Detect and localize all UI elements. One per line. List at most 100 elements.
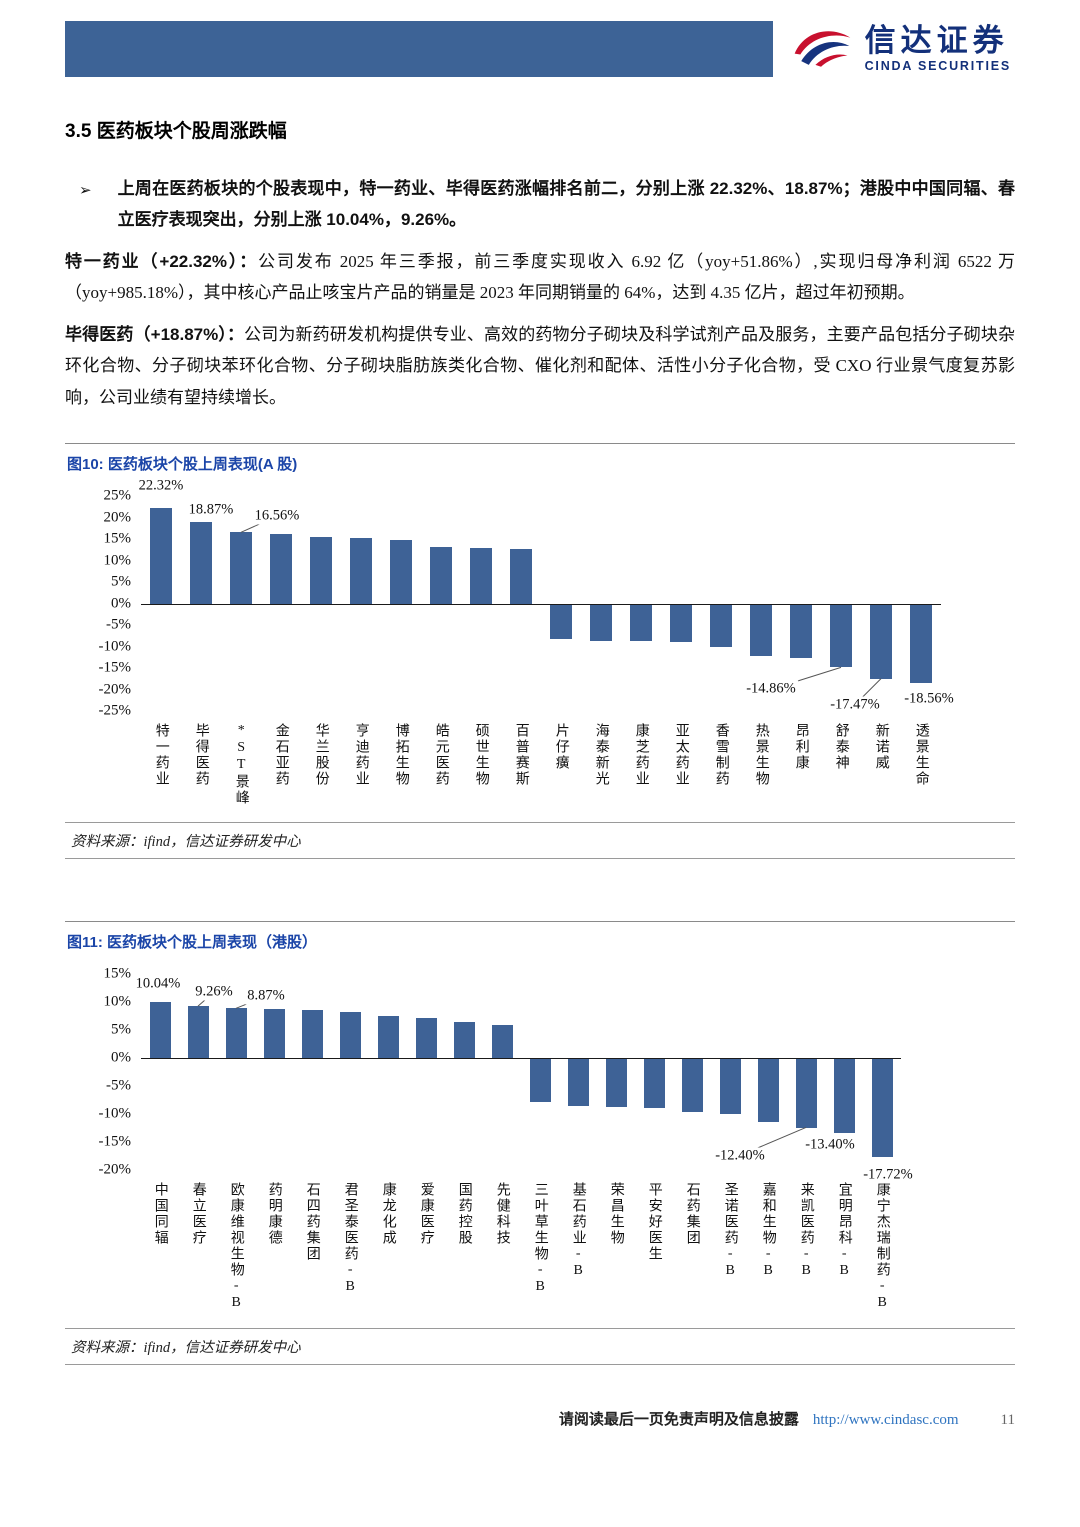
figure-10-title: 图10: 医药板块个股上周表现(A 股) [67, 456, 298, 474]
header-band [65, 21, 773, 77]
x-axis-labels: 特一药业 毕得医药 *ST景峰 金石亚药 华兰股份 亨迪药业 博拓生物 皓元医药 硕世生物 百普赛… [141, 723, 941, 806]
figure-11-source: 资料来源：ifind，信达证券研发中心 [65, 1328, 1015, 1366]
x-category-label: 君圣泰医药-B [342, 1182, 358, 1297]
bar [719, 1058, 741, 1114]
bar [390, 539, 412, 604]
paragraph-bide-label: 毕得医药（+18.87%）： [65, 324, 245, 344]
hk-share-weekly-bar-chart: 15% 10% 5% 0% -5% -10% -15% -20% 10.04% 9.26% 8.87… [65, 964, 1015, 1316]
bar-value-label: -18.56% [902, 690, 956, 708]
bar [670, 603, 692, 642]
bar-value-label: 8.87% [245, 987, 287, 1005]
x-category-label: 硕世生物 [473, 723, 489, 788]
figure-11: 图11: 医药板块个股上周表现（港股） 15% 10% 5% 0% -5% -10% -15… [65, 921, 1015, 1366]
cinda-swoosh-icon [789, 24, 855, 75]
x-category-label: 石药集团 [684, 1182, 700, 1247]
x-category-label: 香雪制药 [713, 723, 729, 788]
bar [795, 1058, 817, 1128]
bar [430, 546, 452, 604]
y-tick-label: 5% [111, 1021, 131, 1038]
y-tick-label: 5% [111, 573, 131, 590]
summary-bullet-text: 上周在医药板块的个股表现中，特一药业、毕得医药涨幅排名前二，分别上涨 22.32… [117, 179, 1015, 230]
x-category-label: 热景生物 [753, 723, 769, 788]
bar-value-label: 18.87% [186, 501, 236, 519]
bar [263, 1009, 285, 1059]
x-category-label: 国药控股 [456, 1182, 472, 1247]
bar [605, 1058, 627, 1108]
bar-value-label: -17.47% [828, 696, 882, 714]
x-category-label: 金石亚药 [273, 723, 289, 788]
bar [377, 1015, 399, 1059]
paragraph-bide: 毕得医药（+18.87%）：公司为新药研发机构提供专业、高效的药物分子砌块及科学… [65, 319, 1015, 413]
bar [350, 538, 372, 604]
bar [681, 1058, 703, 1112]
x-category-label: 华兰股份 [313, 723, 329, 788]
x-category-label: 康宁杰瑞制药-B [874, 1182, 890, 1313]
x-category-label: 先健科技 [494, 1182, 510, 1247]
y-tick-label: 10% [103, 993, 132, 1010]
y-tick-label: -15% [98, 659, 132, 676]
bar [270, 533, 292, 604]
bar [225, 1008, 247, 1059]
x-category-label: 来凯医药-B [798, 1182, 814, 1281]
x-category-label: 新诺威 [873, 723, 889, 772]
bar [830, 603, 852, 668]
x-category-label: 三叶草生物-B [532, 1182, 548, 1297]
y-tick-label: 0% [111, 595, 131, 612]
plot-area: 22.32% 18.87% 16.56% -14.86% -17.47% -18.56% [136, 477, 956, 714]
plot-area: 10.04% 9.26% 8.87% -12.40% -13.40% -17.72% [133, 974, 915, 1184]
x-category-label: *ST景峰 [233, 723, 249, 807]
paragraph-teyi-text: 公司发布 2025 年三季报，前三季度实现收入 6.92 亿（yoy+51.86… [65, 251, 1015, 303]
bar [301, 1010, 323, 1059]
bar-value-label: -17.72% [861, 1166, 915, 1184]
logo-en: CINDA SECURITIES [864, 59, 1011, 74]
x-category-label: 欧康维视生物-B [228, 1182, 244, 1313]
y-tick-label: 15% [103, 965, 132, 982]
bar [310, 536, 332, 604]
section-title: 3.5 医药板块个股周涨跌幅 [65, 121, 287, 142]
page-header: 信达证券 CINDA SECURITIES [65, 20, 1015, 78]
bar [453, 1022, 475, 1059]
bar [150, 507, 172, 604]
bar [190, 522, 212, 604]
bar-value-label: -12.40% [713, 1147, 767, 1164]
x-category-label: 康龙化成 [380, 1182, 396, 1247]
bar-value-label: 16.56% [252, 507, 302, 525]
figure-11-title: 图11: 医药板块个股上周表现（港股） [67, 934, 318, 952]
x-category-label: 亚太药业 [673, 723, 689, 788]
y-tick-label: -25% [98, 702, 132, 719]
x-category-label: 亨迪药业 [353, 723, 369, 788]
y-tick-label: 0% [111, 1049, 131, 1066]
bar [757, 1058, 779, 1122]
y-axis: 15% 10% 5% 0% -5% -10% -15% -20% [83, 966, 141, 1178]
bar-value-label: 22.32% [136, 477, 186, 495]
bar [643, 1058, 665, 1108]
logo-text: 信达证券 CINDA SECURITIES [864, 24, 1011, 74]
x-category-label: 毕得医药 [193, 723, 209, 788]
x-category-label: 平安好医生 [646, 1182, 662, 1263]
x-category-label: 皓元医药 [433, 723, 449, 788]
a-share-weekly-bar-chart: 25% 20% 15% 10% 5% 0% -5% -10% -15% -20% -25% 22.32… [65, 477, 1015, 810]
x-category-label: 博拓生物 [393, 723, 409, 788]
y-tick-label: 10% [103, 552, 132, 569]
x-category-label: 石四药集团 [304, 1182, 320, 1263]
y-tick-label: -10% [98, 1105, 132, 1122]
y-tick-label: -5% [106, 1077, 131, 1094]
bar [790, 603, 812, 658]
page-number: 11 [1000, 1412, 1015, 1428]
bar [871, 1058, 893, 1158]
footer-url-link[interactable]: http://www.cindasc.com [812, 1412, 959, 1428]
x-category-label: 荣昌生物 [608, 1182, 624, 1247]
bar [491, 1025, 513, 1059]
y-tick-label: -20% [98, 681, 132, 698]
x-category-label: 片仔癀 [553, 723, 569, 772]
bullet-arrow-icon: ➢ [79, 182, 92, 199]
bar [339, 1011, 361, 1059]
report-page: 信达证券 CINDA SECURITIES 3.5 医药板块个股周涨跌幅 ➢ 上… [65, 20, 1015, 1366]
figure-10-source: 资料来源：ifind，信达证券研发中心 [65, 822, 1015, 860]
bar [630, 603, 652, 642]
x-category-label: 百普赛斯 [513, 723, 529, 788]
bar [567, 1058, 589, 1107]
bar [910, 603, 932, 684]
y-tick-label: 15% [103, 530, 132, 547]
bar [415, 1018, 437, 1059]
